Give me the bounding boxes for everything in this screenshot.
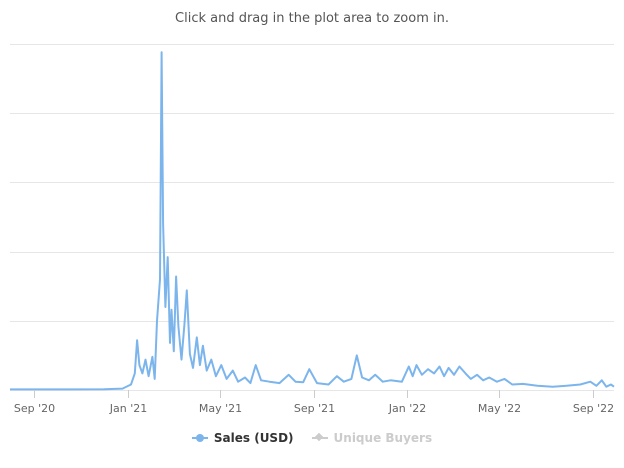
legend-item-sales[interactable]: Sales (USD) xyxy=(191,431,294,445)
x-axis: Sep '20 Jan '21 May '21 Sep '21 Jan '22 May '… xyxy=(14,390,614,415)
legend-symbol-unique-buyers xyxy=(311,432,328,443)
x-tick-label: Sep '21 xyxy=(294,402,335,415)
x-tick-label: Sep '20 xyxy=(14,402,55,415)
grid-lines xyxy=(10,44,614,391)
legend-label-sales: Sales (USD) xyxy=(213,431,294,445)
plot-area[interactable] xyxy=(10,51,615,391)
chart-legend: Sales (USD) Unique Buyers xyxy=(0,431,624,445)
x-tick-label: May '21 xyxy=(199,402,242,415)
x-tick-label: Jan '21 xyxy=(109,402,147,415)
legend-symbol-sales xyxy=(191,433,208,443)
legend-label-unique-buyers: Unique Buyers xyxy=(333,431,433,445)
x-tick-label: Sep '22 xyxy=(573,402,614,415)
x-tick-label: May '22 xyxy=(478,402,521,415)
legend-item-unique-buyers[interactable]: Unique Buyers xyxy=(311,431,433,445)
series-line-sales xyxy=(10,51,615,391)
x-tick-label: Jan '22 xyxy=(388,402,426,415)
chart-subtitle: Click and drag in the plot area to zoom … xyxy=(175,11,449,26)
